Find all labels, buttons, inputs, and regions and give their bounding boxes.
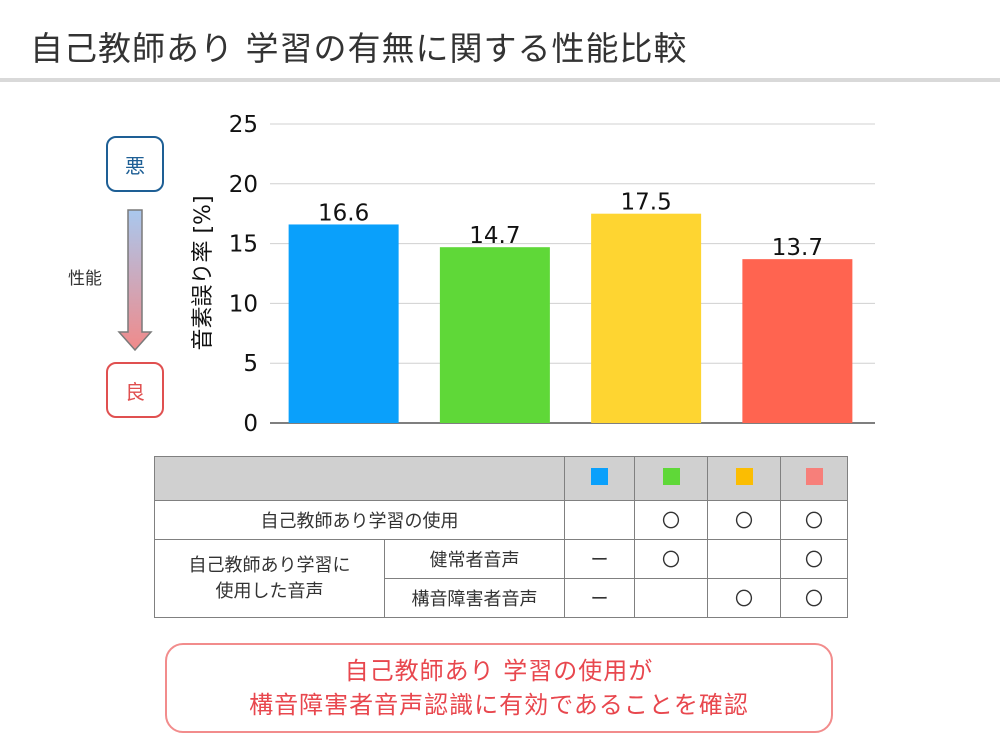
bar-value-label: 13.7 — [772, 235, 823, 261]
mark-cell — [564, 500, 635, 540]
header-swatch-cell — [634, 456, 708, 501]
good-label-box: 良 — [106, 362, 164, 418]
page-title: 自己教師あり 学習の有無に関する性能比較 — [30, 29, 688, 68]
row-label: 健常者音声 — [384, 539, 565, 579]
bad-label-box: 悪 — [106, 136, 164, 192]
mark-cell: 〇 — [707, 500, 781, 540]
y-tick-label: 0 — [243, 411, 258, 437]
swatch-3 — [735, 467, 753, 485]
table-header-row — [154, 456, 848, 501]
mark-cell: ー — [564, 578, 635, 618]
mark-cell: 〇 — [780, 500, 848, 540]
header-swatch-cell — [780, 456, 848, 501]
row-label: 自己教師あり学習の使用 — [154, 500, 565, 540]
conclusion-line1: 自己教師あり 学習の使用が — [344, 657, 654, 685]
arrow-down-icon — [117, 209, 153, 352]
row-label: 構音障害者音声 — [384, 578, 565, 618]
mark-cell — [707, 539, 781, 579]
swatch-1 — [591, 467, 608, 485]
group-label: 自己教師あり学習に 使用した音声 — [154, 539, 385, 618]
table-row: 自己教師あり学習の使用 〇 〇 〇 — [154, 500, 848, 540]
conclusion-line2: 構音障害者音声認識に有効であることを確認 — [249, 691, 749, 719]
header-swatch-cell — [707, 456, 781, 501]
bar-value-label: 17.5 — [621, 190, 672, 216]
mark-cell: 〇 — [707, 578, 781, 618]
group-label-line1: 自己教師あり学習に — [188, 554, 351, 576]
group-label-line2: 使用した音声 — [215, 580, 324, 602]
bar — [591, 213, 702, 423]
swatch-4 — [805, 467, 823, 485]
bar — [288, 224, 399, 423]
conclusion-box: 自己教師あり 学習の使用が 構音障害者音声認識に有効であることを確認 — [165, 643, 833, 733]
performance-label: 性能 — [68, 269, 102, 289]
mark-cell — [634, 578, 708, 618]
mark-cell: 〇 — [634, 500, 708, 540]
y-tick-label: 10 — [229, 291, 258, 317]
good-label: 良 — [125, 379, 145, 404]
mark-cell: 〇 — [780, 539, 848, 579]
bad-label: 悪 — [125, 153, 145, 178]
table-row: 構音障害者音声 ー 〇 〇 — [155, 578, 848, 618]
table-row: 自己教師あり学習に 使用した音声 健常者音声 ー 〇 〇 — [154, 539, 848, 618]
y-axis-label: 音素誤り率 [%] — [191, 195, 216, 350]
mark-cell: 〇 — [780, 578, 848, 618]
mark-cell: ー — [564, 539, 635, 579]
mark-cell: 〇 — [634, 539, 708, 579]
bar — [742, 259, 853, 423]
bar-value-label: 16.6 — [318, 200, 369, 226]
swatch-2 — [662, 467, 680, 485]
comparison-table: 自己教師あり学習の使用 〇 〇 〇 自己教師あり学習に 使用した音声 健常者音声… — [154, 456, 848, 618]
y-tick-label: 5 — [243, 351, 258, 377]
y-tick-label: 25 — [229, 112, 258, 138]
header-swatch-cell — [564, 456, 635, 501]
header-blank-cell — [154, 456, 565, 501]
title-divider — [0, 78, 1000, 82]
y-tick-label: 20 — [229, 172, 258, 198]
bar-value-label: 14.7 — [469, 223, 520, 249]
bar — [439, 247, 550, 423]
y-tick-label: 15 — [229, 232, 258, 258]
